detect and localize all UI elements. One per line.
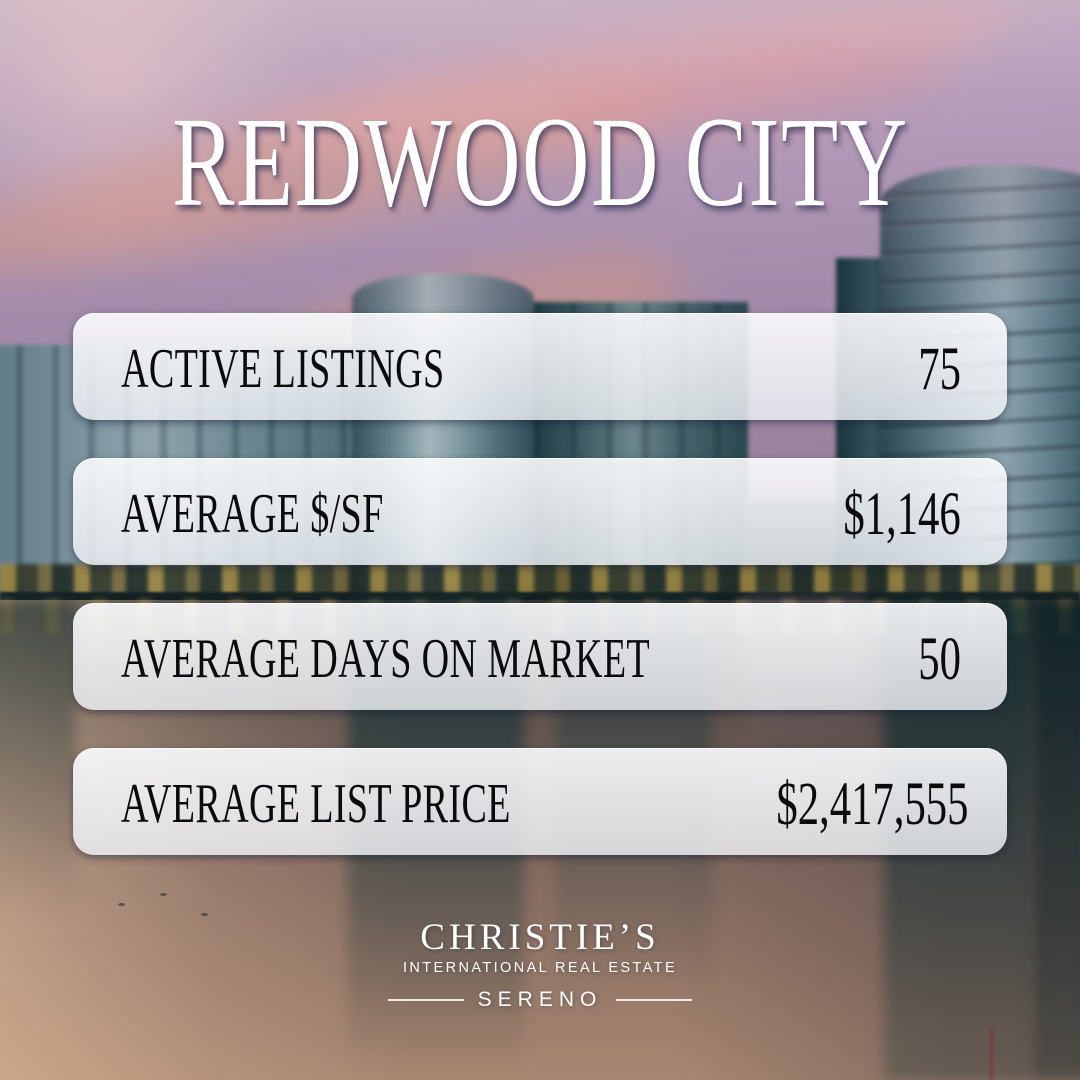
- brand-division: SERENO: [477, 988, 603, 1011]
- shoreline-trees: [0, 564, 1080, 596]
- bird: [118, 903, 125, 906]
- bird: [201, 913, 208, 916]
- red-light-reflection: [990, 1028, 993, 1080]
- stat-value: $1,146: [843, 480, 961, 548]
- stats-list: ACTIVE LISTINGS 75 AVERAGE $/SF $1,146 A…: [73, 313, 1007, 893]
- city-title-text: REDWOOD CITY: [171, 91, 909, 233]
- stat-value: $2,417,555: [776, 770, 969, 838]
- brand-name: CHRISTIE’S: [420, 917, 660, 958]
- stat-card-average-price-per-sf: AVERAGE $/SF $1,146: [73, 458, 1007, 565]
- stat-label: AVERAGE $/SF: [121, 483, 384, 545]
- brand-subtitle: INTERNATIONAL REAL ESTATE: [402, 960, 678, 976]
- seawall: [0, 592, 1080, 602]
- stat-card-active-listings: ACTIVE LISTINGS 75: [73, 313, 1007, 420]
- divider-line: [387, 999, 464, 1001]
- water-reflection: [1032, 600, 1080, 1080]
- stat-value: 75: [918, 335, 961, 403]
- stat-card-average-list-price: AVERAGE LIST PRICE $2,417,555: [73, 748, 1007, 855]
- stat-label: ACTIVE LISTINGS: [121, 338, 445, 400]
- bird: [160, 893, 167, 896]
- stat-card-average-days-on-market: AVERAGE DAYS ON MARKET 50: [73, 603, 1007, 710]
- water-reflection: [0, 600, 76, 910]
- divider-line: [616, 999, 693, 1001]
- brand-division-row: SERENO: [0, 988, 1080, 1012]
- stat-label: AVERAGE LIST PRICE: [121, 773, 511, 835]
- page-title: REDWOOD CITY: [0, 98, 1080, 226]
- brand-logo: CHRISTIE’S INTERNATIONAL REAL ESTATE SER…: [0, 919, 1080, 1012]
- stat-label: AVERAGE DAYS ON MARKET: [121, 628, 651, 690]
- stat-value: 50: [918, 625, 961, 693]
